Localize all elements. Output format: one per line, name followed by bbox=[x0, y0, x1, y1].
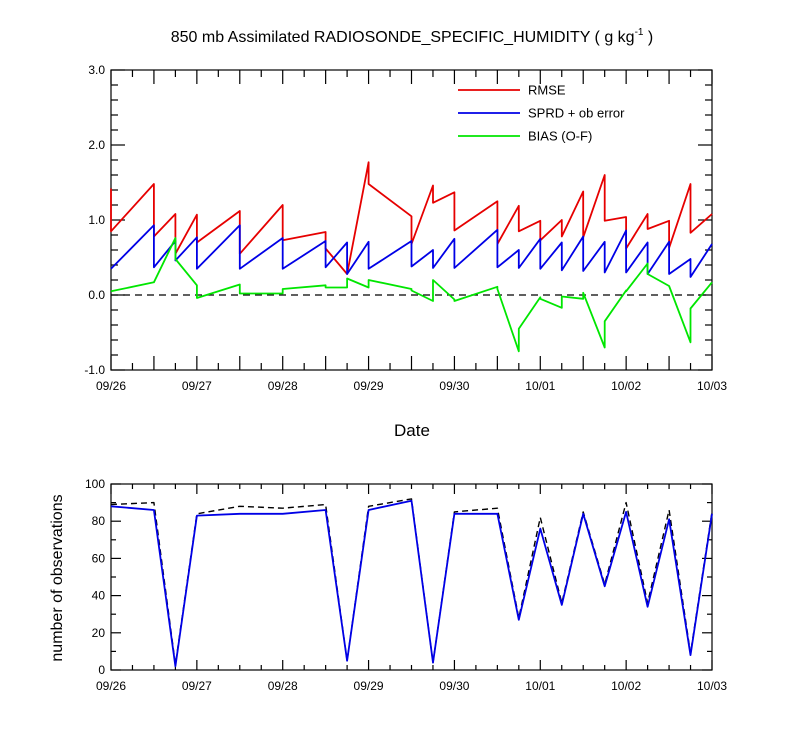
bottom-y-tick-label: 100 bbox=[85, 477, 105, 491]
legend-label: SPRD + ob error bbox=[528, 106, 625, 121]
bottom-y-tick-label: 20 bbox=[92, 626, 106, 640]
top-y-tick-label: 0.0 bbox=[88, 288, 105, 302]
chart-title-main: 850 mb Assimilated RADIOSONDE_SPECIFIC_H… bbox=[171, 29, 635, 46]
top-x-axis-label: Date bbox=[394, 421, 430, 440]
bottom-x-tick-label: 09/26 bbox=[96, 679, 126, 693]
bottom-y-axis-label: number of observations bbox=[49, 494, 66, 661]
top-x-tick-label: 09/27 bbox=[182, 379, 212, 393]
top-x-tick-label: 09/26 bbox=[96, 379, 126, 393]
top-x-tick-label: 10/03 bbox=[697, 379, 727, 393]
top-x-tick-label: 10/02 bbox=[611, 379, 641, 393]
bottom-x-tick-label: 09/30 bbox=[439, 679, 469, 693]
bottom-series-line-1 bbox=[110, 499, 713, 668]
top-y-tick-label: -1.0 bbox=[84, 363, 105, 377]
top-plot-area: 09/26 09/27 09/28 09/29 09/30 10/01 10/02 10/03… bbox=[84, 63, 727, 393]
bottom-x-tick-label: 10/03 bbox=[697, 679, 727, 693]
chart-title-end: ) bbox=[643, 29, 653, 46]
bottom-series-line-0 bbox=[110, 498, 713, 666]
bottom-x-tick-label: 09/28 bbox=[268, 679, 298, 693]
bottom-frame bbox=[110, 483, 713, 671]
top-y-tick-label: 3.0 bbox=[88, 63, 105, 77]
bottom-x-tick-label: 10/02 bbox=[611, 679, 641, 693]
bottom-y-tick-label: 40 bbox=[92, 589, 106, 603]
legend-label: RMSE bbox=[528, 83, 566, 98]
bottom-plot-area: 09/26 09/27 09/28 09/29 09/30 10/01 10/02 10/03… bbox=[85, 477, 727, 693]
bottom-y-tick-label: 0 bbox=[98, 663, 105, 677]
top-series-sprd-ob-error bbox=[110, 224, 713, 278]
top-y-tick-label: 2.0 bbox=[88, 138, 105, 152]
bottom-x-tick-label: 09/27 bbox=[182, 679, 212, 693]
bottom-x-tick-label: 10/01 bbox=[525, 679, 555, 693]
top-x-tick-label: 09/29 bbox=[354, 379, 384, 393]
top-x-tick-label: 09/30 bbox=[439, 379, 469, 393]
bottom-y-tick-label: 80 bbox=[92, 514, 106, 528]
chart-title: 850 mb Assimilated RADIOSONDE_SPECIFIC_H… bbox=[171, 27, 654, 46]
top-x-tick-label: 10/01 bbox=[525, 379, 555, 393]
top-y-tick-label: 1.0 bbox=[88, 213, 105, 227]
bottom-x-tick-label: 09/29 bbox=[354, 679, 384, 693]
bottom-y-tick-label: 60 bbox=[92, 551, 106, 565]
top-x-tick-label: 09/28 bbox=[268, 379, 298, 393]
legend-label: BIAS (O-F) bbox=[528, 129, 592, 144]
top-series-bias-o-f bbox=[110, 237, 713, 353]
chart-title-superscript: -1 bbox=[635, 27, 644, 38]
